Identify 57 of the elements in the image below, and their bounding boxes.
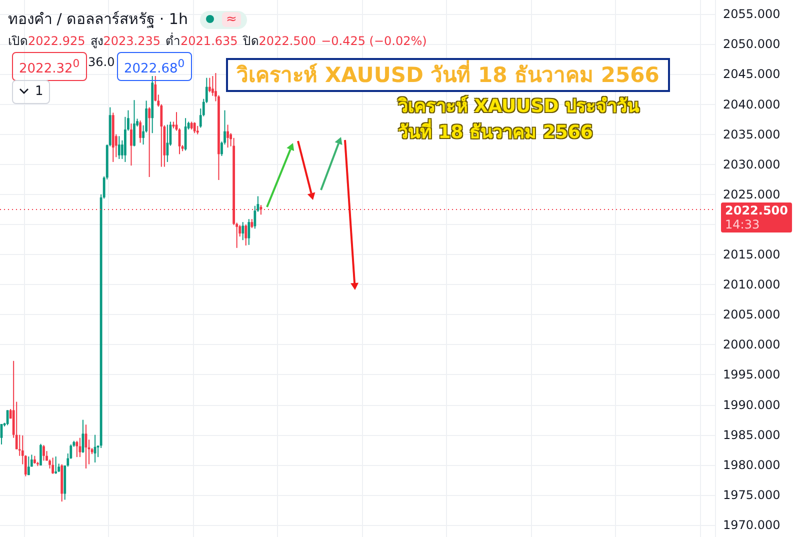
y-tick-label: 2025.000 [723,187,780,202]
annotation: 2022.68$^{0}$ [117,52,192,82]
y-tick-label: 2045.000 [723,67,780,82]
ref-line-label: 2022.500 [725,203,788,218]
candlestick [244,224,248,246]
annotation: เปิด [8,34,28,48]
annotation: 36.0 [88,55,115,69]
y-tick-label: 2055.000 [723,7,780,22]
candlestick [42,444,45,462]
y-tick-label: 2005.000 [723,308,780,322]
text: วิเคราะห์ XAUUSD ประจำวัน วันที่ 18 ธันวาคม 2566 [398,94,639,145]
candlestick [139,120,142,144]
text: 14:33 [725,217,760,232]
candlestick [130,123,132,166]
candlestick [148,106,151,178]
y-tick-label: 1990.000 [723,398,780,412]
annotation: 2022.32$^{0}$ [12,52,87,82]
y-tick-label: 1970.000 [723,518,780,532]
annotation: 2022.500 [258,34,316,48]
annotation: 1 [12,80,50,104]
candlestick [250,218,254,229]
y-tick-label: 2040.000 [723,97,780,112]
candlestick [226,124,229,148]
annotation: สูง [90,34,104,48]
y-tick-label: 1985.000 [723,428,780,442]
y-tick-label: 1980.000 [723,458,780,472]
annotation: 2021.635 [180,34,238,48]
y-tick-label: 1995.000 [723,368,780,382]
y-tick-label: 2015.000 [723,248,780,262]
candlestick [54,456,58,474]
text: วิเคราะห์ XAUUSD วันที่ 18 ธันวาคม 2566 [226,58,670,92]
candlestick [166,124,169,162]
annotation: −0.425 (−0.02%) [321,34,427,48]
annotation: ทองคำ / ดอลลาร์สหรัฐ · 1h [8,10,188,28]
candlestick [133,100,136,147]
annotation: ปิด [242,34,259,48]
annotation: ≈ [222,12,241,27]
candlestick [208,77,211,93]
candlestick [52,457,54,474]
candlestick [118,136,120,160]
candlestick [76,440,78,458]
y-tick-label: 2000.000 [723,338,780,352]
y-tick-label: 2050.000 [723,37,780,52]
y-tick-label: 2035.000 [723,127,780,142]
annotation: 2022.925 [28,34,86,48]
y-tick-label: 2010.000 [723,278,780,292]
candlestick [40,443,42,466]
candlestick [193,122,196,134]
candlestick [248,218,250,246]
candlestick [30,454,33,468]
annotation: ต่ำ [166,34,181,48]
candlestick [78,437,82,458]
y-tick-label: 1975.000 [723,488,780,502]
annotation: 2023.235 [103,34,161,48]
y-tick-label: 2030.000 [723,157,780,172]
candlestick [242,222,244,241]
candlestick [27,456,30,476]
